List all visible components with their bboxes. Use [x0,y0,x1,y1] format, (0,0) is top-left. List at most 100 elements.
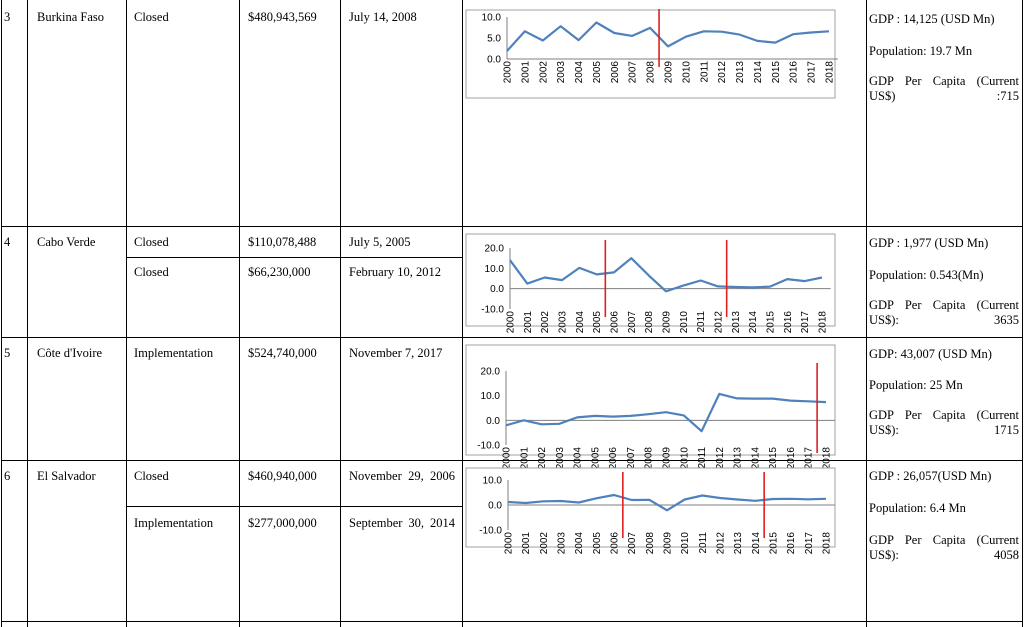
y-tick-label: 5.0 [487,34,501,45]
population-info: Population: 19.7 Mn [869,44,973,58]
x-tick-label: 2017 [807,61,818,84]
project-date: September 30, 2014 [349,516,455,530]
x-tick-label: 2010 [680,532,691,555]
x-tick-label: 2006 [610,532,621,555]
x-tick-label: 2016 [783,311,794,334]
x-tick-label: 2013 [731,311,742,334]
y-tick-label: 0.0 [490,284,504,295]
x-tick-label: 2008 [644,447,655,470]
x-tick-label: 2007 [628,61,639,84]
population-info: Population: 6.4 Mn [869,501,966,515]
x-tick-label: 2009 [662,447,673,470]
x-tick-label: 2005 [590,447,601,470]
y-tick-label: -10.0 [479,526,502,537]
row-divider [1,337,1023,338]
project-amount: $277,000,000 [248,516,317,530]
x-tick-label: 2008 [644,311,655,334]
x-tick-label: 2015 [768,447,779,470]
project-date: November 7, 2017 [349,346,443,360]
column-divider [340,0,341,627]
x-tick-label: 2010 [679,311,690,334]
x-tick-label: 2002 [540,311,551,334]
project-status: Closed [134,265,169,279]
sub-row-divider [126,506,463,507]
x-tick-label: 2003 [558,311,569,334]
x-tick-label: 2010 [679,447,690,470]
column-divider [27,0,28,627]
row-number: 5 [4,346,11,360]
column-divider [866,0,867,627]
y-tick-label: 10.0 [485,264,505,275]
x-tick-label: 2014 [750,447,761,470]
project-date: February 10, 2012 [349,265,441,279]
x-tick-label: 2004 [575,311,586,334]
x-tick-label: 2009 [662,311,673,334]
y-tick-label: 0.0 [488,501,502,512]
gdp-per-capita-info: GDP Per Capita (Current US$): 3635 [869,298,1019,327]
x-tick-label: 2008 [646,61,657,84]
x-tick-label: 2000 [504,532,515,555]
row-divider [1,226,1023,227]
column-divider [239,0,240,627]
chart-frame [465,344,836,456]
x-tick-label: 2006 [610,311,621,334]
gdp-per-capita-info: GDP Per Capita (Current US$) :715 [869,74,1019,103]
x-tick-label: 2018 [818,311,829,334]
x-tick-label: 2005 [592,311,603,334]
x-tick-label: 2012 [716,532,727,555]
column-divider [126,0,127,627]
x-tick-label: 2002 [538,61,549,84]
project-status: Closed [134,235,169,249]
x-tick-label: 2016 [786,447,797,470]
x-tick-label: 2017 [804,532,815,555]
x-tick-label: 2015 [766,311,777,334]
y-tick-label: 10.0 [481,391,501,402]
project-status: Closed [134,10,169,24]
y-tick-label: 20.0 [481,367,501,378]
x-tick-label: 2002 [539,532,550,555]
row-number: 3 [4,10,11,24]
project-date: July 14, 2008 [349,10,417,24]
x-tick-label: 2001 [523,311,534,334]
x-tick-label: 2007 [626,447,637,470]
project-amount: $460,940,000 [248,469,317,483]
x-tick-label: 2013 [735,61,746,84]
chart-frame [465,233,836,327]
x-tick-label: 2002 [537,447,548,470]
x-tick-label: 2010 [681,61,692,84]
x-tick-label: 2009 [663,532,674,555]
series-line [506,21,830,52]
x-tick-label: 2018 [822,532,833,555]
series-line [507,493,827,512]
row-number: 6 [4,469,11,483]
gdp-per-capita-info: GDP Per Capita (Current US$): 4058 [869,533,1019,562]
x-tick-label: 2003 [556,61,567,84]
x-tick-label: 2008 [645,532,656,555]
country-name: Burkina Faso [37,10,105,24]
y-tick-label: -10.0 [477,441,500,452]
x-tick-label: 2015 [771,61,782,84]
x-tick-label: 2012 [715,447,726,470]
y-tick-label: -10.0 [481,305,504,316]
x-tick-label: 2004 [574,532,585,555]
table-border-bottom [1,621,1023,622]
gdp-per-capita-info: GDP Per Capita (Current US$): 1715 [869,408,1019,437]
x-tick-label: 2018 [822,447,833,470]
country-name: Cabo Verde [37,235,96,249]
x-tick-label: 2011 [699,61,710,83]
x-tick-label: 2003 [557,532,568,555]
table-border-right [1022,0,1023,627]
x-tick-label: 2000 [506,311,517,334]
project-date: November 29, 2006 [349,469,455,483]
series-line [509,257,823,293]
project-amount: $66,230,000 [248,265,311,279]
gdp-info: GDP : 26,057(USD Mn) [869,469,992,483]
x-tick-label: 2014 [753,61,764,84]
x-tick-label: 2004 [574,61,585,84]
x-tick-label: 2009 [664,61,675,84]
population-info: Population: 25 Mn [869,378,963,392]
x-tick-label: 2007 [627,532,638,555]
